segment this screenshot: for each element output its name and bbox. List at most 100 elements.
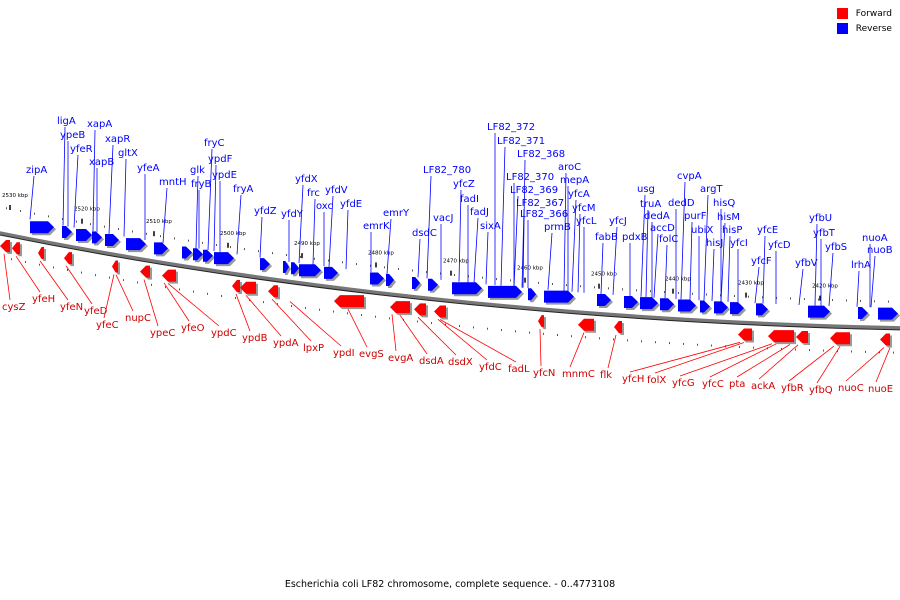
gene-feature[interactable] [640, 297, 658, 310]
reverse-gene-label[interactable]: emrY [383, 208, 410, 219]
forward-gene-label[interactable]: ypdB [242, 333, 268, 344]
reverse-gene-label[interactable]: oxc [316, 201, 333, 212]
gene-feature[interactable] [660, 298, 674, 311]
gene-feature[interactable] [193, 248, 203, 261]
reverse-gene-label[interactable]: yfcZ [453, 179, 475, 190]
gene-feature[interactable] [624, 295, 638, 308]
gene-feature[interactable] [756, 303, 768, 316]
gene-feature[interactable] [808, 305, 830, 318]
reverse-gene-label[interactable]: hisM [717, 212, 740, 223]
gene-feature[interactable] [488, 285, 522, 298]
gene-feature[interactable] [112, 260, 118, 273]
forward-gene-label[interactable]: pta [729, 379, 745, 390]
reverse-gene-label[interactable]: yfdZ [254, 206, 277, 217]
gene-feature[interactable] [538, 315, 544, 328]
gene-feature[interactable] [0, 240, 10, 253]
gene-feature[interactable] [140, 265, 150, 278]
reverse-gene-label[interactable]: truA [640, 199, 661, 210]
reverse-gene-label[interactable]: yfdY [281, 209, 304, 220]
gene-feature[interactable] [291, 262, 299, 275]
reverse-gene-label[interactable]: glk [190, 165, 205, 176]
reverse-gene-label[interactable]: LF82_366 [520, 209, 568, 220]
gene-feature[interactable] [62, 225, 72, 238]
gene-feature[interactable] [126, 238, 146, 251]
forward-gene-label[interactable]: cysZ [2, 302, 26, 313]
reverse-gene-label[interactable]: dsdC [412, 228, 437, 239]
reverse-gene-label[interactable]: gltX [118, 148, 138, 159]
reverse-gene-label[interactable]: xapB [89, 157, 114, 168]
gene-feature[interactable] [434, 305, 446, 318]
reverse-gene-label[interactable]: nuoA [862, 233, 888, 244]
gene-feature[interactable] [182, 246, 192, 259]
forward-gene-label[interactable]: yfeO [181, 323, 205, 334]
gene-feature[interactable] [76, 229, 92, 242]
reverse-gene-label[interactable]: fryB [191, 179, 212, 190]
reverse-gene-label[interactable]: hisJ [706, 238, 723, 249]
gene-feature[interactable] [414, 303, 426, 316]
reverse-gene-label[interactable]: lrhA [851, 260, 871, 271]
reverse-gene-label[interactable]: LF82_370 [506, 172, 554, 183]
reverse-gene-label[interactable]: zipA [26, 165, 47, 176]
reverse-gene-label[interactable]: LF82_369 [510, 185, 558, 196]
gene-feature[interactable] [738, 328, 752, 341]
reverse-gene-label[interactable]: yfbS [825, 242, 847, 253]
reverse-gene-label[interactable]: yfcA [568, 189, 590, 200]
forward-gene-label[interactable]: ypeC [150, 328, 175, 339]
gene-feature[interactable] [214, 252, 234, 265]
reverse-gene-label[interactable]: yfbU [809, 213, 832, 224]
reverse-gene-label[interactable]: ypdE [212, 170, 237, 181]
gene-feature[interactable] [578, 318, 594, 331]
gene-feature[interactable] [614, 321, 622, 334]
forward-gene-label[interactable]: yfcN [533, 368, 555, 379]
forward-gene-label[interactable]: fadL [508, 364, 530, 375]
forward-gene-label[interactable]: nuoC [838, 383, 864, 394]
gene-feature[interactable] [334, 295, 364, 308]
forward-gene-label[interactable]: ypdI [333, 348, 355, 359]
reverse-gene-label[interactable]: yfcI [730, 238, 748, 249]
reverse-gene-label[interactable]: fadI [460, 194, 479, 205]
reverse-gene-label[interactable]: dedA [644, 211, 670, 222]
gene-feature[interactable] [528, 288, 536, 301]
reverse-gene-label[interactable]: hisP [722, 225, 742, 236]
reverse-gene-label[interactable]: usg [637, 184, 655, 195]
reverse-gene-label[interactable]: fadJ [470, 207, 489, 218]
gene-feature[interactable] [324, 266, 338, 279]
forward-gene-label[interactable]: yfdC [479, 362, 502, 373]
gene-feature[interactable] [370, 272, 384, 285]
gene-feature[interactable] [390, 301, 410, 314]
gene-feature[interactable] [283, 261, 289, 274]
reverse-gene-label[interactable]: ypdF [208, 154, 233, 165]
reverse-gene-label[interactable]: dedD [668, 198, 695, 209]
gene-feature[interactable] [268, 285, 278, 298]
gene-feature[interactable] [428, 278, 438, 291]
gene-feature[interactable] [878, 307, 898, 320]
forward-gene-label[interactable]: evgA [388, 353, 413, 364]
forward-gene-label[interactable]: nupC [125, 313, 151, 324]
reverse-gene-label[interactable]: fabB [595, 232, 618, 243]
forward-gene-label[interactable]: yfeN [60, 302, 83, 313]
gene-feature[interactable] [768, 330, 794, 343]
reverse-gene-label[interactable]: yfcF [751, 256, 772, 267]
gene-feature[interactable] [30, 221, 54, 234]
gene-feature[interactable] [64, 252, 72, 265]
gene-feature[interactable] [796, 330, 808, 343]
reverse-gene-label[interactable]: yfeR [70, 144, 93, 155]
reverse-gene-label[interactable]: yfcL [576, 216, 597, 227]
gene-feature[interactable] [162, 269, 176, 282]
reverse-gene-label[interactable]: accD [650, 223, 675, 234]
reverse-gene-label[interactable]: xapA [87, 119, 112, 130]
forward-gene-label[interactable]: yfcH [622, 374, 644, 385]
reverse-gene-label[interactable]: yfcD [768, 240, 791, 251]
reverse-gene-label[interactable]: folC [659, 234, 678, 245]
gene-feature[interactable] [232, 279, 240, 292]
reverse-gene-label[interactable]: ligA [57, 116, 76, 127]
reverse-gene-label[interactable]: xapR [105, 134, 130, 145]
gene-feature[interactable] [240, 281, 256, 294]
reverse-gene-label[interactable]: emrK [363, 221, 390, 232]
reverse-gene-label[interactable]: fryC [204, 138, 225, 149]
reverse-gene-label[interactable]: argT [700, 184, 723, 195]
gene-feature[interactable] [203, 249, 213, 262]
gene-feature[interactable] [678, 299, 696, 312]
reverse-gene-label[interactable]: prmB [544, 222, 571, 233]
reverse-gene-label[interactable]: hisQ [713, 198, 735, 209]
